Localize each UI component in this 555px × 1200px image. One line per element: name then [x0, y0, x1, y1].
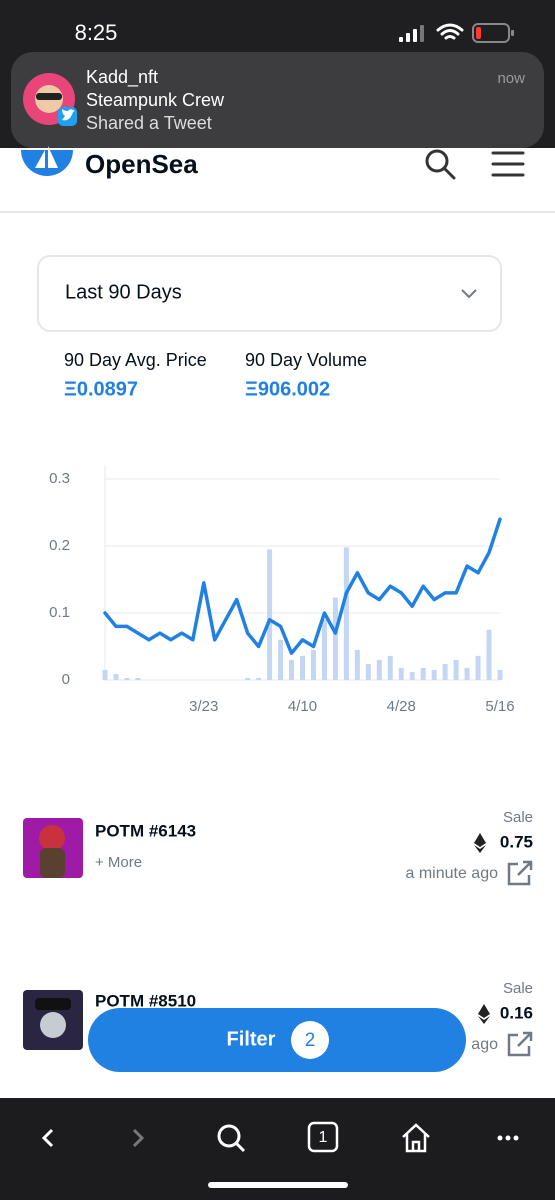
volume-bar	[354, 649, 360, 680]
volume-bar	[442, 663, 448, 680]
menu-icon[interactable]	[491, 151, 525, 177]
chevron-down	[461, 289, 477, 299]
item-price: 0.75	[500, 832, 533, 851]
home-button[interactable]	[402, 1123, 430, 1153]
forward-button[interactable]	[132, 1128, 145, 1148]
volume-bar	[300, 655, 305, 680]
search-icon[interactable]	[425, 149, 456, 180]
volume-bar	[376, 659, 382, 680]
volume-bar	[420, 667, 426, 680]
volume-bar	[343, 547, 349, 680]
back-button[interactable]	[41, 1128, 54, 1148]
volume-bar	[365, 663, 371, 680]
x-tick-label: 5/16	[485, 698, 514, 715]
x-tick-label: 4/10	[288, 698, 317, 715]
volume-bar	[486, 629, 492, 680]
y-tick-label: 0.1	[49, 604, 70, 621]
eth-icon	[474, 833, 486, 853]
notification[interactable]	[11, 52, 544, 148]
y-tick-label: 0.2	[49, 537, 70, 554]
event-type: Sale	[503, 980, 533, 997]
more-button[interactable]	[497, 1135, 519, 1141]
notification-title: Kadd_nft	[86, 67, 158, 88]
volume-bar	[321, 619, 327, 680]
x-tick-label: 4/28	[387, 698, 416, 715]
item-image-hat	[39, 825, 65, 851]
search-button[interactable]	[217, 1124, 246, 1153]
filter-button[interactable]	[88, 1008, 466, 1072]
volume-bar	[310, 649, 316, 680]
tabs-count: 1	[319, 1129, 328, 1146]
volume-bar	[497, 669, 503, 680]
notification-subtitle: Steampunk Crew	[86, 90, 225, 110]
signal-icon	[399, 25, 424, 42]
period-select[interactable]	[37, 255, 502, 332]
volume-bar	[278, 639, 284, 680]
twitter-bird	[62, 109, 75, 121]
status-time: 8:25	[75, 20, 118, 45]
eth-icon	[478, 1004, 490, 1024]
item-more[interactable]: + More	[95, 854, 142, 871]
y-tick-label: 0.3	[49, 470, 70, 487]
item-time: ago	[471, 1036, 498, 1053]
item-image-hat	[35, 998, 71, 1010]
x-tick-label: 3/23	[189, 698, 218, 715]
filter-count: 2	[305, 1030, 316, 1051]
item-price: 0.16	[500, 1003, 533, 1022]
battery-icon	[472, 23, 514, 43]
tabs-button[interactable]	[307, 1121, 339, 1153]
y-tick-label: 0	[62, 671, 70, 688]
volume-bar	[387, 655, 393, 680]
stat-label: 90 Day Volume	[245, 350, 367, 370]
item-image-body	[40, 848, 65, 878]
volume-bar	[398, 667, 404, 680]
volume-bar	[245, 677, 251, 680]
period-label: Last 90 Days	[65, 281, 182, 303]
volume-bar	[124, 677, 130, 680]
item-time: a minute ago	[405, 865, 498, 882]
price-line	[103, 517, 502, 655]
brand[interactable]: OpenSea	[85, 149, 198, 179]
external-link-icon[interactable]	[507, 860, 533, 886]
logo[interactable]	[21, 150, 73, 176]
volume-bar	[475, 655, 481, 680]
item-name[interactable]: POTM #6143	[95, 821, 196, 840]
volume-bar	[332, 597, 338, 680]
volume-bar	[431, 669, 437, 680]
price-chart: 0 0.1 0.2 0.3 3/23 4/10 4/28 5/16	[49, 465, 515, 715]
volume-bar	[267, 549, 273, 680]
volume-bar	[464, 667, 470, 680]
stat-label: 90 Day Avg. Price	[64, 350, 207, 370]
logo-sail	[35, 146, 58, 168]
item-image-face	[40, 1012, 66, 1038]
event-type: Sale	[503, 809, 533, 826]
volume-bar	[256, 677, 262, 680]
stat-value: Ξ0.0897	[64, 378, 138, 400]
item-name[interactable]: POTM #8510	[95, 991, 196, 1010]
external-link-icon[interactable]	[507, 1031, 533, 1057]
stat-value: Ξ906.002	[245, 378, 330, 400]
home-indicator	[208, 1182, 348, 1188]
notification-time: now	[497, 70, 525, 87]
volume-bar	[135, 677, 141, 680]
filter-count-badge	[291, 1021, 329, 1059]
notification-body: Shared a Tweet	[86, 113, 212, 133]
volume-bar	[409, 671, 415, 680]
filter-label: Filter	[227, 1028, 276, 1050]
wifi-icon	[436, 23, 464, 40]
volume-bar	[453, 659, 459, 680]
volume-bar	[102, 669, 108, 680]
volume-bar	[289, 659, 295, 680]
header	[0, 148, 555, 212]
volume-bar	[113, 673, 119, 680]
notification-avatar-goggles	[36, 93, 62, 100]
